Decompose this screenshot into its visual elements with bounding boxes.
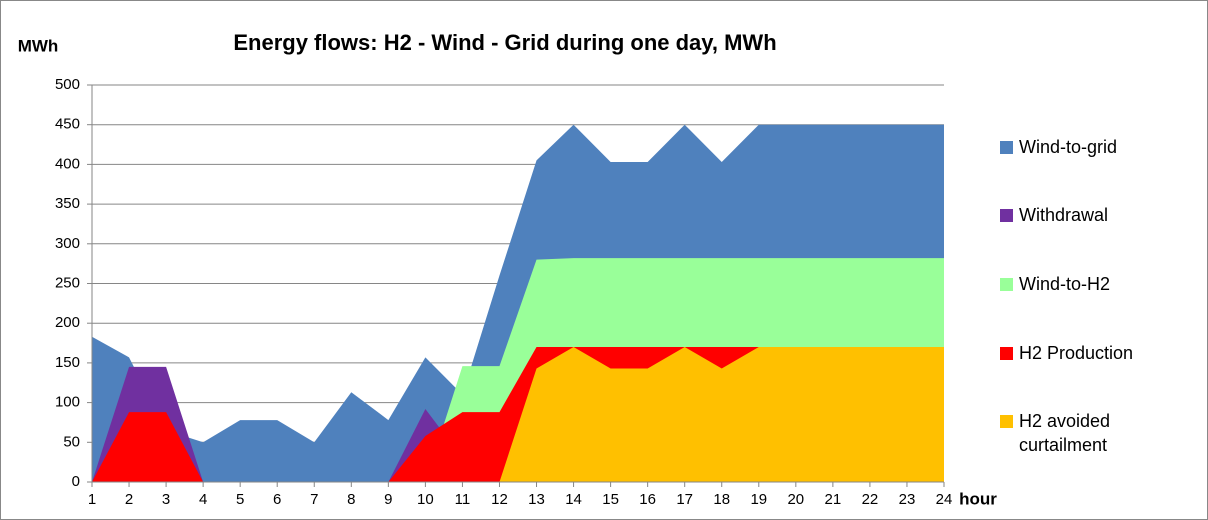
legend-item: Wind-to-H2: [1000, 272, 1190, 296]
x-tick-label: 9: [384, 491, 392, 508]
y-tick-label: 200: [55, 314, 80, 331]
legend-item: H2 Production: [1000, 341, 1190, 365]
y-tick-label: 150: [55, 354, 80, 371]
legend-swatch: [1000, 209, 1013, 222]
y-tick-label: 0: [72, 473, 80, 490]
x-tick-label: 23: [899, 491, 916, 508]
area: [92, 347, 944, 482]
y-tick-label: 350: [55, 195, 80, 212]
legend-label: H2 avoided curtailment: [1019, 411, 1111, 455]
legend-swatch: [1000, 141, 1013, 154]
x-tick-label: 19: [750, 491, 767, 508]
y-tick-label: 500: [55, 76, 80, 93]
y-tick-label: 100: [55, 394, 80, 411]
x-tick-label: 16: [639, 491, 656, 508]
legend-label: Withdrawal: [1019, 205, 1109, 225]
legend-swatch: [1000, 415, 1013, 428]
legend-label: H2 Production: [1019, 343, 1134, 363]
x-tick-label: 7: [310, 491, 318, 508]
x-tick-label: 22: [862, 491, 879, 508]
legend-label: Wind-to-H2: [1019, 274, 1111, 294]
x-tick-label: 14: [565, 491, 582, 508]
legend-item: Wind-to-grid: [1000, 135, 1190, 159]
x-tick-label: 8: [347, 491, 355, 508]
x-tick-label: 3: [162, 491, 170, 508]
x-tick-label: 12: [491, 491, 508, 508]
legend-item: H2 avoided curtailment: [1000, 409, 1190, 457]
x-axis-label: hour: [959, 489, 997, 508]
x-tick-label: 10: [417, 491, 434, 508]
x-tick-label: 24: [936, 491, 953, 508]
x-tick-label: 15: [602, 491, 619, 508]
y-tick-label: 250: [55, 274, 80, 291]
y-tick-label: 400: [55, 155, 80, 172]
x-tick-label: 5: [236, 491, 244, 508]
y-tick-label: 300: [55, 235, 80, 252]
x-tick-label: 18: [713, 491, 730, 508]
legend-label: Wind-to-grid: [1019, 137, 1118, 157]
x-tick-label: 4: [199, 491, 207, 508]
legend-swatch: [1000, 278, 1013, 291]
x-tick-label: 6: [273, 491, 281, 508]
x-tick-label: 20: [787, 491, 804, 508]
y-axis-label: MWh: [18, 36, 59, 55]
x-tick-label: 1: [88, 491, 96, 508]
x-tick-label: 21: [825, 491, 842, 508]
x-tick-label: 17: [676, 491, 693, 508]
legend-item: Withdrawal: [1000, 203, 1190, 227]
legend-swatch: [1000, 347, 1013, 360]
x-tick-label: 11: [455, 491, 471, 508]
y-tick-label: 50: [63, 433, 80, 450]
x-tick-label: 2: [125, 491, 133, 508]
chart-title: Energy flows: H2 - Wind - Grid during on…: [233, 30, 776, 55]
y-tick-label: 450: [55, 116, 80, 133]
x-tick-label: 13: [528, 491, 545, 508]
